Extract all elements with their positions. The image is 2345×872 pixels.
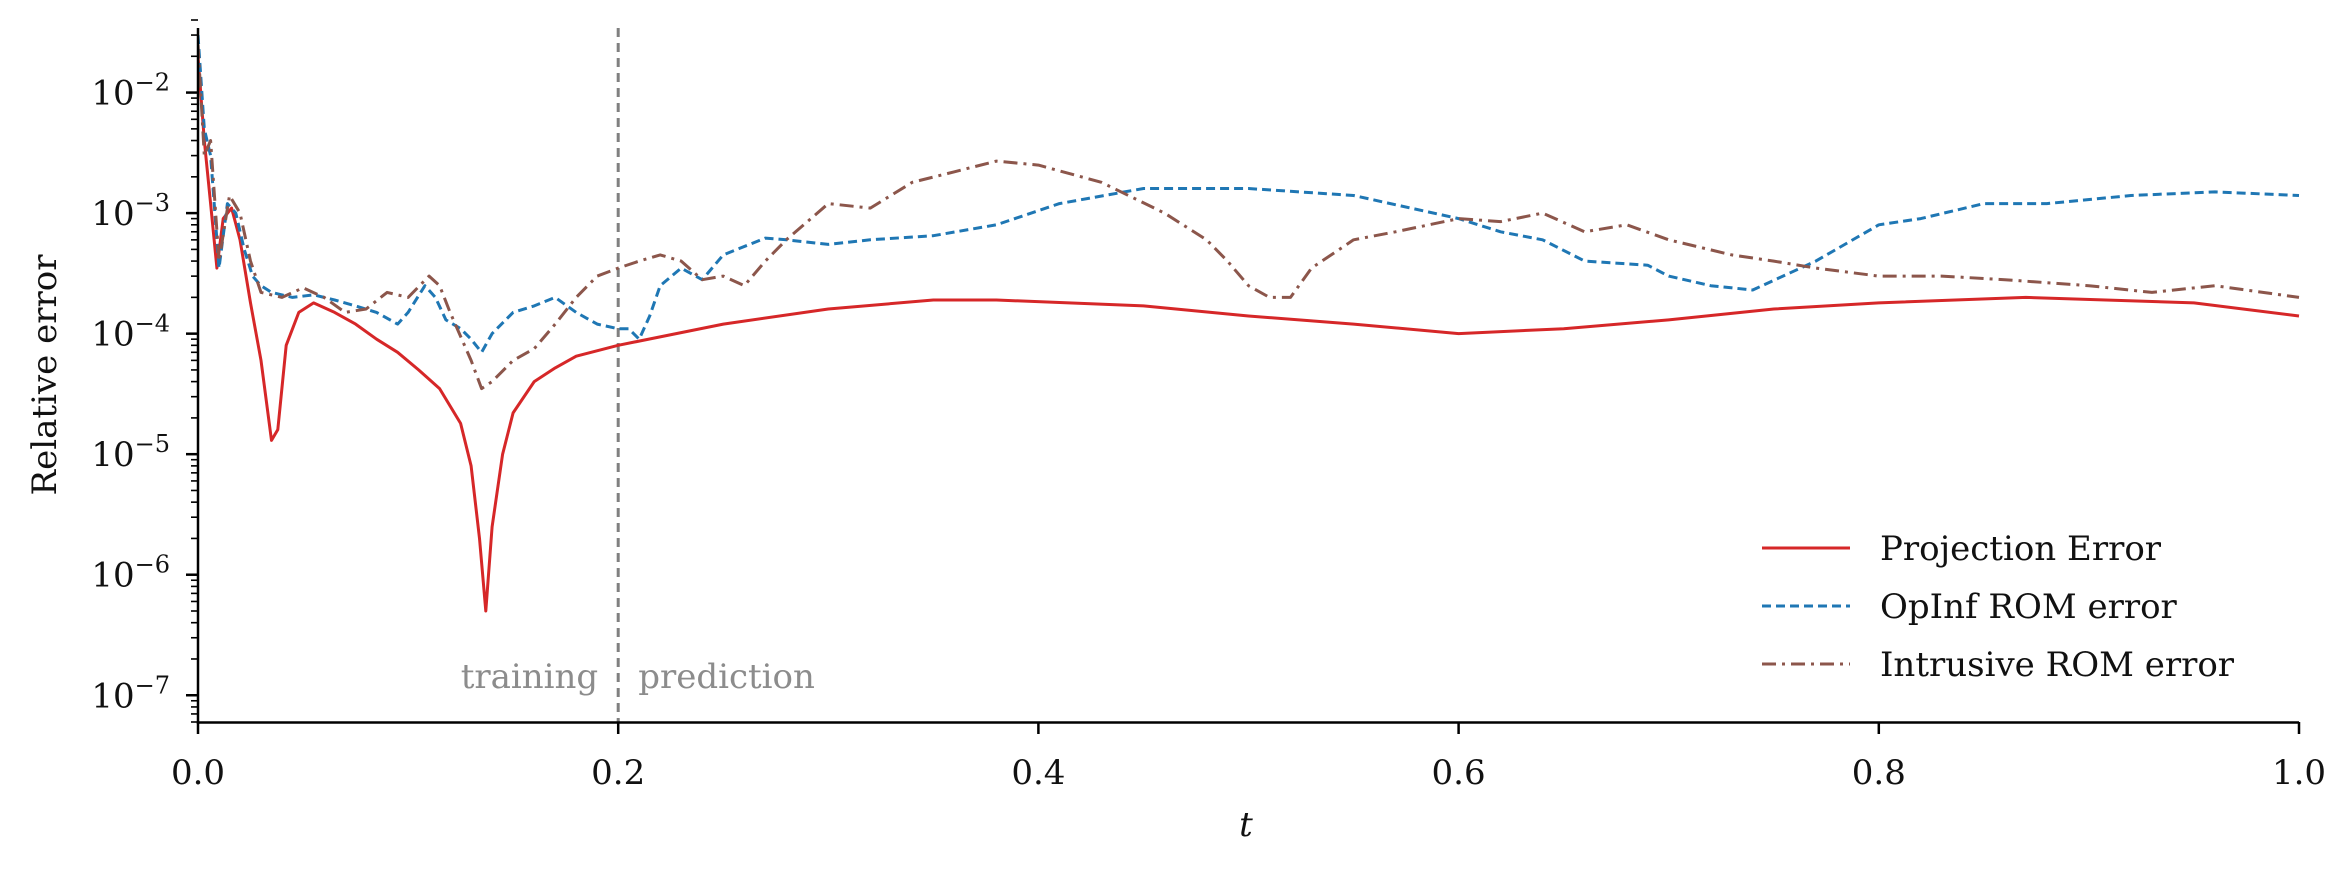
- x-tick-label: 0.2: [591, 753, 645, 793]
- x-tick-label: 0.4: [1011, 753, 1065, 793]
- y-tick-label: 10−3: [91, 189, 170, 234]
- x-axis-label: t: [1239, 805, 1253, 845]
- y-tick-label: 10−6: [91, 551, 170, 596]
- legend: Projection Error OpInf ROM error Intrusive…: [1762, 529, 2235, 685]
- y-tick-label: 10−4: [91, 310, 170, 355]
- training-label: training: [461, 657, 599, 697]
- x-ticks: 0.0 0.2 0.4 0.6 0.8 1.0: [171, 722, 2326, 793]
- series-line-1: [198, 56, 2300, 613]
- y-tick-label: 10−5: [91, 430, 170, 475]
- legend-label: OpInf ROM error: [1880, 587, 2178, 627]
- x-tick-label: 0.8: [1852, 753, 1906, 793]
- x-tick-label: 0.0: [171, 753, 225, 793]
- y-tick-label: 10−2: [91, 69, 170, 114]
- y-tick-label: 10−7: [91, 671, 170, 716]
- prediction-label: prediction: [638, 657, 815, 697]
- series-layer: [198, 34, 2300, 613]
- legend-label: Projection Error: [1880, 529, 2162, 569]
- series-line-2: [198, 34, 2300, 354]
- y-ticks: 10−7 10−6 10−5 10−4 10−3 10−2: [91, 19, 198, 723]
- series-line-3: [198, 44, 2300, 391]
- x-tick-label: 0.6: [1432, 753, 1486, 793]
- x-tick-label: 1.0: [2272, 753, 2326, 793]
- y-axis-label: Relative error: [25, 254, 65, 496]
- legend-label: Intrusive ROM error: [1880, 645, 2235, 685]
